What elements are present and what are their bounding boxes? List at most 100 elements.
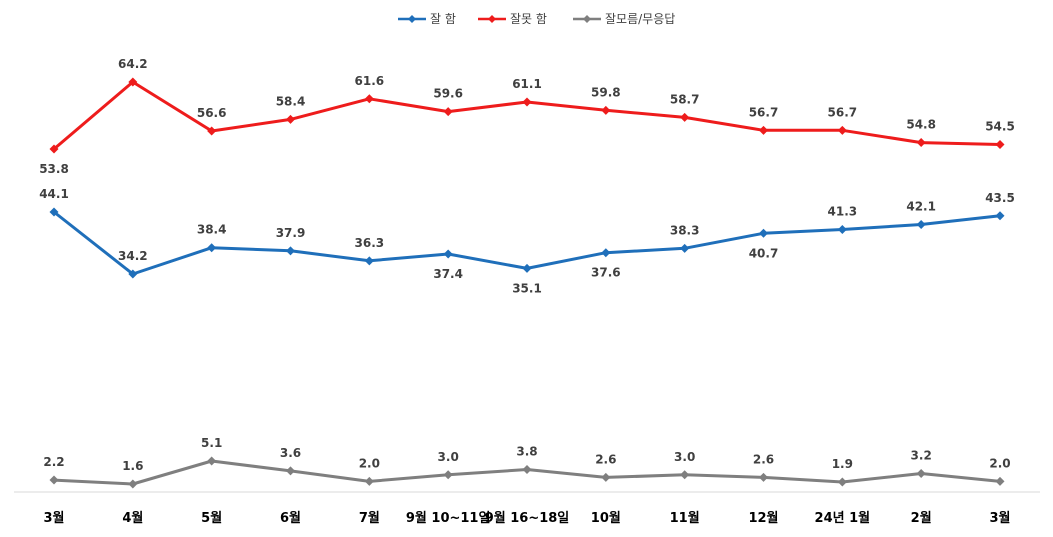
data-label: 38.4 [197, 223, 227, 237]
data-point [522, 263, 532, 273]
series-markers [49, 77, 1005, 489]
data-label: 37.4 [433, 267, 463, 281]
data-point [443, 249, 453, 259]
data-label: 64.2 [118, 57, 148, 71]
data-point [49, 207, 59, 217]
data-point [364, 94, 374, 104]
x-tick-label: 9월 10~11일 [406, 510, 491, 526]
legend-label: 잘모름/무응답 [605, 12, 675, 26]
data-point [995, 211, 1005, 221]
data-label: 35.1 [512, 281, 542, 295]
x-tick-label: 3월 [989, 510, 1010, 526]
data-point [443, 107, 453, 117]
data-label: 2.6 [753, 452, 774, 466]
data-point [207, 243, 217, 253]
data-label: 53.8 [39, 162, 69, 176]
data-point [522, 97, 532, 107]
data-label: 3.2 [911, 448, 932, 462]
data-label: 2.0 [359, 456, 380, 470]
data-label: 1.6 [122, 459, 143, 473]
x-tick-label: 7월 [359, 510, 380, 526]
data-point [207, 456, 217, 466]
x-tick-label: 11월 [670, 510, 700, 526]
data-label: 59.8 [591, 85, 621, 99]
data-label: 61.6 [355, 74, 385, 88]
data-label: 61.1 [512, 77, 542, 91]
data-point [759, 472, 768, 482]
legend-marker [583, 15, 591, 23]
data-point [601, 472, 611, 482]
data-point [286, 466, 295, 476]
data-point [995, 476, 1005, 486]
legend-marker [408, 15, 416, 23]
data-label: 38.3 [670, 223, 700, 237]
x-tick-label: 4월 [122, 510, 143, 526]
data-label: 3.8 [516, 445, 537, 459]
data-point [207, 126, 217, 136]
data-labels: 44.1 34.2 38.4 37.9 36.3 37.4 35.1 37.6 38.3 40.7… [39, 57, 1015, 473]
data-label: 58.4 [276, 94, 306, 108]
x-tick-label: 6월 [280, 510, 301, 526]
data-label: 40.7 [749, 246, 779, 260]
data-label: 2.0 [989, 456, 1010, 470]
data-label: 3.6 [280, 446, 301, 460]
data-label: 37.9 [276, 226, 306, 240]
data-label: 3.0 [674, 450, 695, 464]
x-tick-label: 5월 [201, 510, 222, 526]
x-tick-label: 10월 [591, 510, 621, 526]
data-label: 54.5 [985, 119, 1015, 133]
data-point [759, 228, 768, 238]
data-label: 3.0 [438, 450, 459, 464]
data-point [286, 246, 295, 256]
data-point [601, 248, 611, 258]
data-point [680, 243, 690, 253]
data-point [759, 125, 768, 135]
legend-label: 잘못 함 [510, 12, 547, 26]
x-tick-label: 24년 1월 [815, 510, 871, 526]
legend: 잘 함 잘못 함 잘모름/무응답 [398, 12, 675, 26]
data-point [995, 139, 1005, 149]
data-label: 5.1 [201, 436, 222, 450]
data-point [680, 112, 690, 122]
legend-label: 잘 함 [430, 12, 456, 26]
data-point [837, 225, 847, 235]
data-point [522, 465, 532, 475]
data-point [49, 475, 59, 485]
data-point [128, 269, 138, 279]
data-label: 59.6 [433, 87, 463, 101]
data-point [680, 470, 690, 480]
data-label: 2.2 [43, 455, 64, 469]
data-point [364, 476, 374, 486]
data-label: 42.1 [906, 200, 936, 214]
data-label: 34.2 [118, 249, 148, 263]
data-label: 58.7 [670, 92, 700, 106]
data-point [128, 479, 138, 489]
data-label: 43.5 [985, 191, 1015, 205]
data-point [443, 470, 453, 480]
data-label: 56.6 [197, 106, 227, 120]
data-label: 44.1 [39, 187, 69, 201]
data-point [916, 138, 926, 148]
data-label: 56.7 [828, 105, 858, 119]
data-point [601, 105, 611, 115]
data-label: 41.3 [828, 205, 858, 219]
x-tick-label: 3월 [43, 510, 64, 526]
data-label: 56.7 [749, 105, 779, 119]
data-point [837, 125, 847, 135]
data-label: 2.6 [595, 452, 616, 466]
data-point [364, 256, 374, 266]
data-label: 37.6 [591, 266, 621, 280]
data-point [128, 77, 138, 87]
data-point [916, 220, 926, 230]
data-point [49, 144, 59, 154]
data-label: 36.3 [355, 236, 385, 250]
legend-marker [488, 15, 496, 23]
data-label: 54.8 [906, 118, 936, 132]
data-point [286, 114, 295, 124]
data-point [916, 468, 926, 478]
data-point [837, 477, 847, 487]
x-tick-label: 9월 16~18일 [485, 510, 570, 526]
x-tick-label: 12월 [748, 510, 778, 526]
